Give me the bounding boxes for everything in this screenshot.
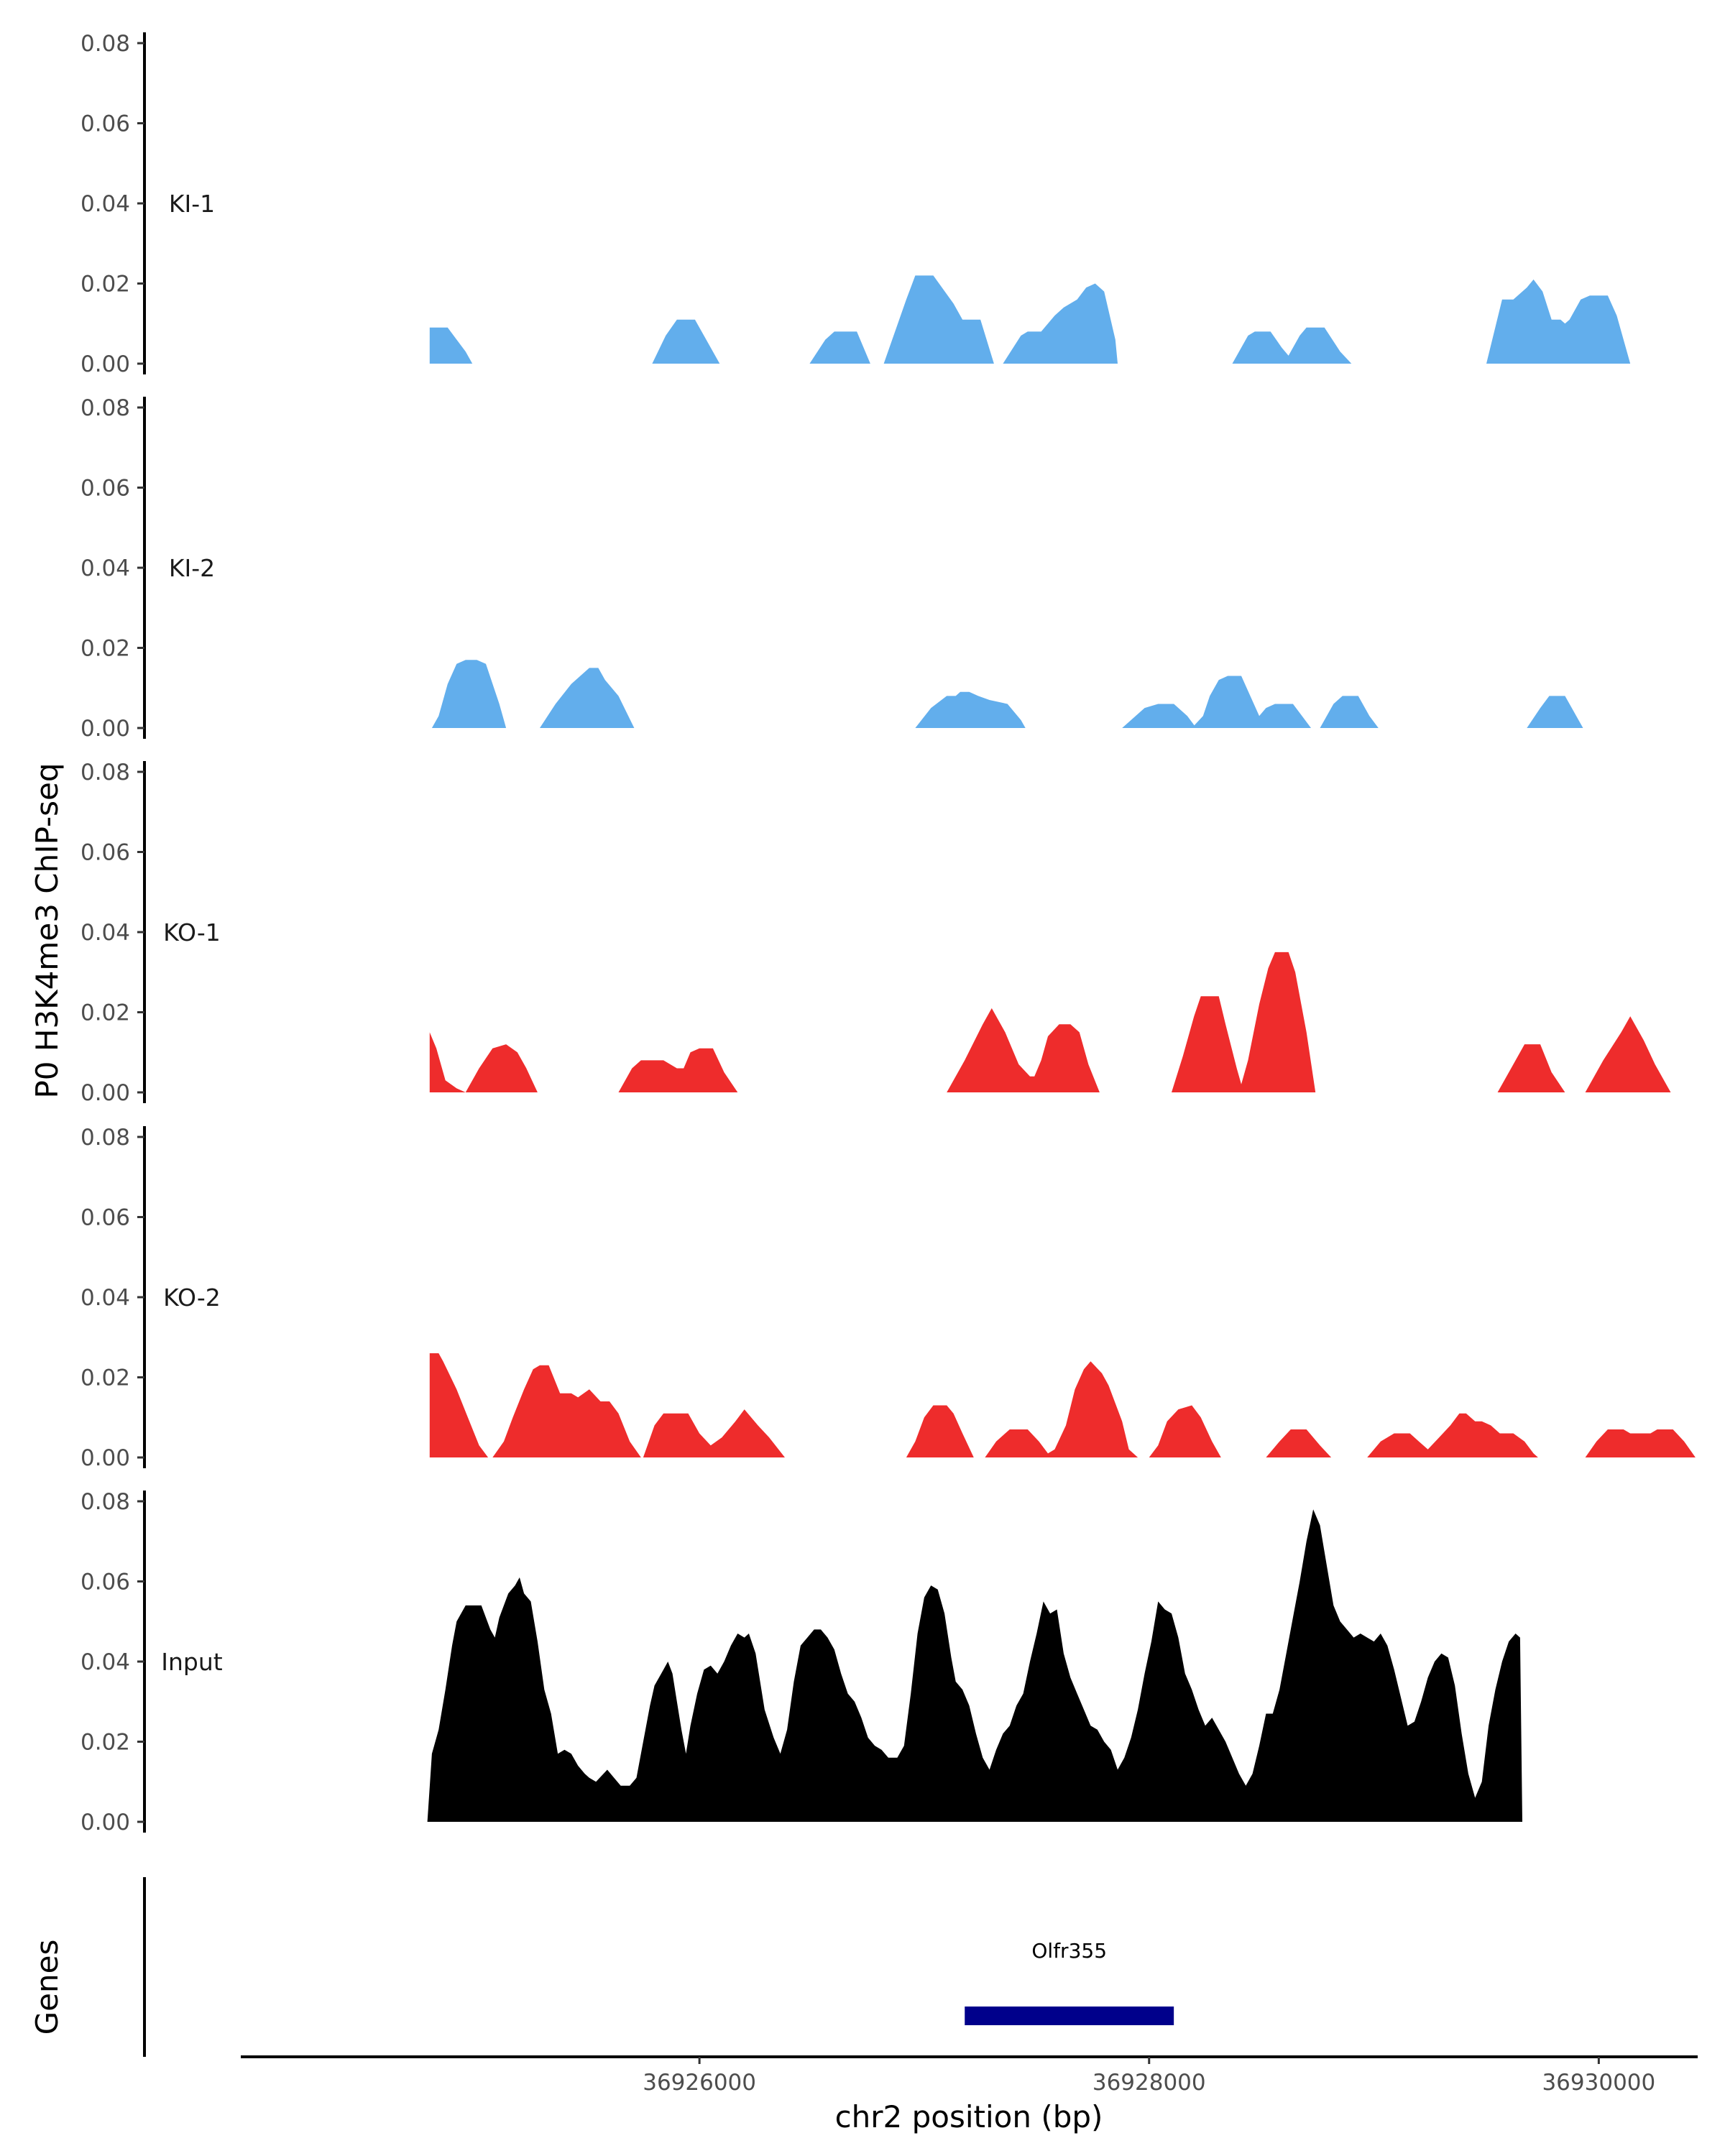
track-input: 0.00 0.02 0.04 0.06 0.08 Input xyxy=(80,1489,1522,1835)
y-tick-label: 0.04 xyxy=(80,1285,130,1311)
y-tick-label: 0.00 xyxy=(80,1080,130,1106)
y-tick-label: 0.02 xyxy=(80,636,130,662)
x-axis-title: chr2 position (bp) xyxy=(835,2099,1103,2134)
y-tick-label: 0.04 xyxy=(80,920,130,946)
y-tick-label: 0.02 xyxy=(80,1365,130,1391)
y-tick-label: 0.04 xyxy=(80,556,130,581)
signal-peak xyxy=(1122,704,1197,728)
track-ki-1: 0.00 0.02 0.04 0.06 0.08 KI-1 xyxy=(80,31,1631,377)
x-tick-label: 36930000 xyxy=(1542,2070,1655,2096)
signal-peak xyxy=(809,331,870,364)
y-tick-label: 0.02 xyxy=(80,1000,130,1026)
signal-peak xyxy=(915,691,1026,728)
signal-peak xyxy=(985,1361,1138,1457)
track-label: KO-2 xyxy=(163,1284,221,1312)
signal-peak xyxy=(431,660,507,728)
y-tick-label: 0.08 xyxy=(80,1125,130,1151)
signal-peak xyxy=(1585,1016,1671,1092)
signal-peak xyxy=(1497,1044,1565,1092)
signal-peak xyxy=(429,1032,466,1092)
signal-peak xyxy=(1486,279,1631,364)
genes-layer: Olfr355 xyxy=(143,1877,1174,2057)
x-axis: 36926000 36928000 36930000 xyxy=(241,2055,1698,2096)
signal-peak xyxy=(947,1008,1100,1092)
signal-peak xyxy=(1585,1429,1696,1457)
y-tick-label: 0.02 xyxy=(80,1730,130,1756)
track-label: Input xyxy=(161,1648,223,1676)
signal-peak xyxy=(1192,676,1311,728)
gene-body xyxy=(965,2007,1174,2025)
x-tick-label: 36926000 xyxy=(643,2070,756,2096)
signal-peak xyxy=(1320,696,1379,728)
y-tick-label: 0.02 xyxy=(80,272,130,298)
signal-peak xyxy=(1149,1405,1221,1457)
y-tick-label: 0.04 xyxy=(80,191,130,217)
y-tick-label: 0.06 xyxy=(80,111,130,137)
signal-peak xyxy=(1003,283,1118,364)
signal-peak xyxy=(1527,696,1583,728)
signal-peak xyxy=(427,1509,1522,1822)
y-tick-label: 0.00 xyxy=(80,716,130,742)
signal-peak xyxy=(1367,1413,1538,1457)
signal-peak xyxy=(1232,327,1352,364)
gene-label: Olfr355 xyxy=(1031,1939,1107,1963)
signal-peak xyxy=(906,1405,974,1457)
signal-peak xyxy=(1266,1429,1332,1457)
y-tick-label: 0.00 xyxy=(80,1810,130,1835)
signal-peak xyxy=(492,1365,641,1457)
y-tick-label: 0.08 xyxy=(80,760,130,786)
signal-peak xyxy=(618,1048,738,1092)
y-tick-label: 0.06 xyxy=(80,1205,130,1231)
y-axis-title: P0 H3K4me3 ChIP-seq xyxy=(29,763,65,1098)
signal-peak xyxy=(652,319,720,364)
y-tick-label: 0.08 xyxy=(80,1489,130,1515)
signal-peak xyxy=(465,1044,538,1092)
y-tick-label: 0.06 xyxy=(80,1570,130,1595)
track-ki-2: 0.00 0.02 0.04 0.06 0.08 KI-2 xyxy=(80,395,1583,742)
track-label: KO-1 xyxy=(163,918,221,946)
track-label: KI-1 xyxy=(169,190,215,218)
signal-peak xyxy=(643,1409,785,1457)
signal-peak xyxy=(1172,952,1316,1092)
y-tick-label: 0.00 xyxy=(80,1445,130,1471)
signal-peak xyxy=(540,668,635,728)
tracks-layer: 0.00 0.02 0.04 0.06 0.08 KI-1 0.00 0.02 0.04 0.06… xyxy=(80,31,1696,1835)
signal-peak xyxy=(429,1353,489,1457)
y-tick-label: 0.08 xyxy=(80,395,130,421)
track-ko-2: 0.00 0.02 0.04 0.06 0.08 KO-2 xyxy=(80,1125,1696,1471)
y-tick-label: 0.04 xyxy=(80,1649,130,1675)
signal-peak xyxy=(883,275,994,364)
signal-peak xyxy=(429,327,473,364)
track-label: KI-2 xyxy=(169,554,215,582)
track-ko-1: 0.00 0.02 0.04 0.06 0.08 KO-1 xyxy=(80,760,1671,1106)
y-tick-label: 0.08 xyxy=(80,31,130,57)
y-tick-label: 0.00 xyxy=(80,351,130,377)
y-tick-label: 0.06 xyxy=(80,476,130,502)
genes-axis-title: Genes xyxy=(29,1940,65,2035)
x-tick-label: 36928000 xyxy=(1092,2070,1206,2096)
y-tick-label: 0.06 xyxy=(80,840,130,866)
